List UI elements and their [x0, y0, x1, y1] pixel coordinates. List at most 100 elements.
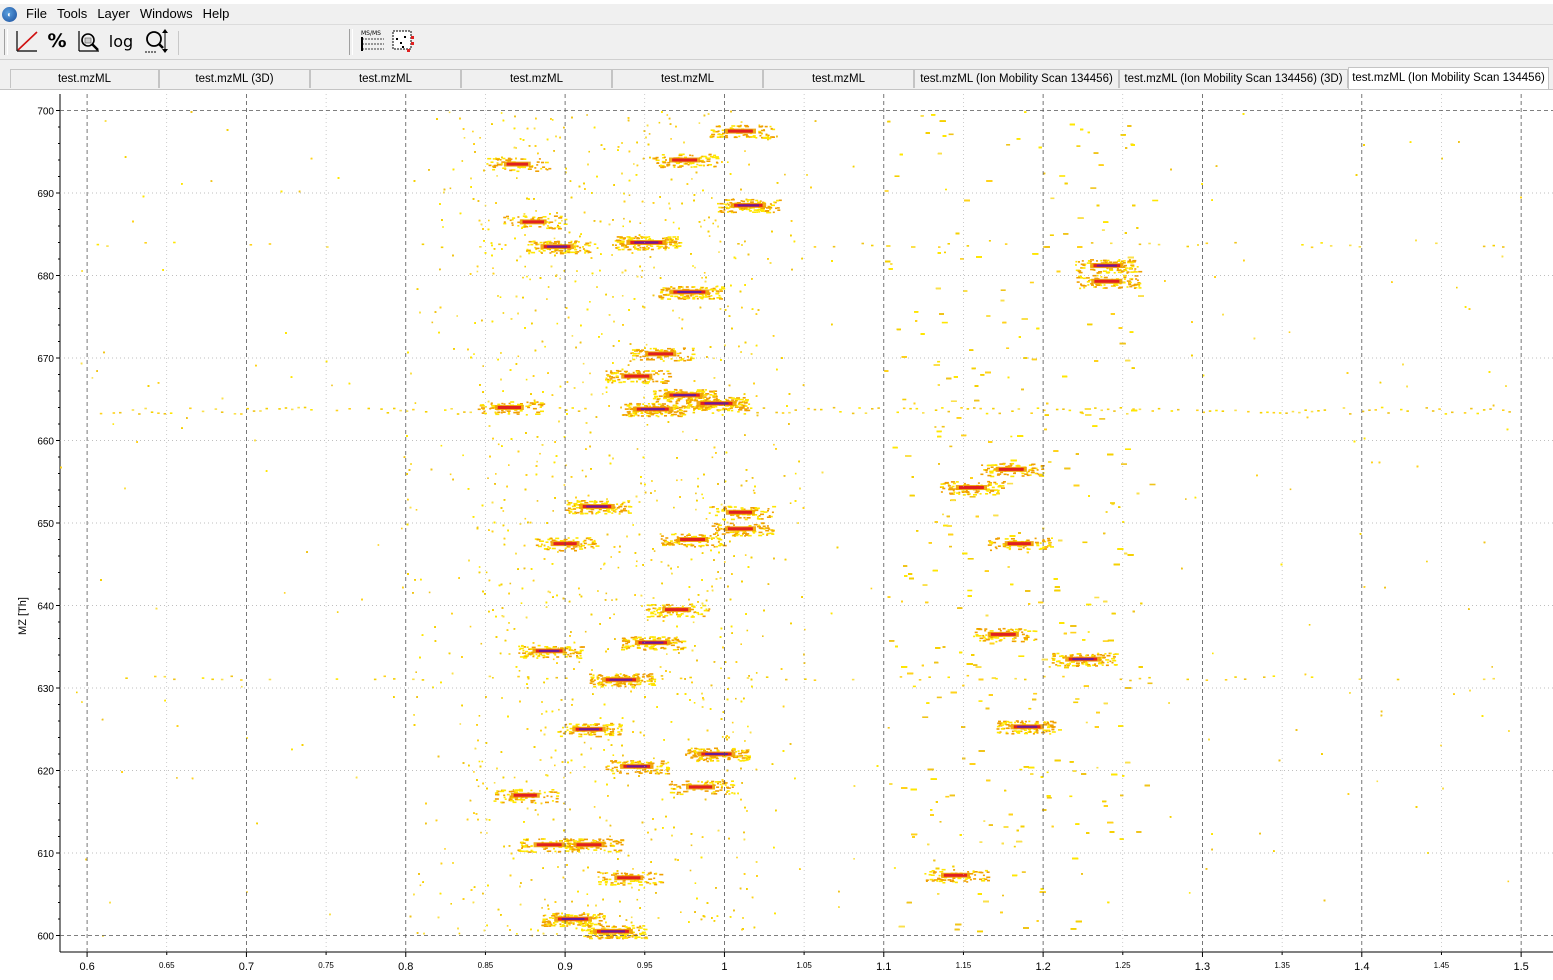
heatmap-dot	[732, 722, 734, 724]
heatmap-dot	[587, 893, 589, 895]
tab-ion-mobility-scan-active[interactable]: test.mzML (Ion Mobility Scan 134456)	[1348, 67, 1549, 89]
heatmap-dot	[695, 493, 697, 495]
heatmap-dot	[450, 474, 452, 476]
tab-test-mzml-3d[interactable]: test.mzML (3D)	[159, 69, 310, 88]
tab-test-mzml-4[interactable]: test.mzML	[612, 69, 763, 88]
heatmap-dot	[572, 335, 574, 337]
heatmap-dot	[1189, 892, 1191, 894]
tab-test-mzml-2[interactable]: test.mzML	[310, 69, 461, 88]
heatmap-dot	[632, 868, 634, 870]
heatmap-dot	[594, 806, 596, 808]
heatmap-dot	[644, 887, 646, 889]
heatmap-dot	[942, 514, 944, 516]
heatmap-dot	[450, 903, 452, 905]
heatmap-dot	[546, 298, 548, 300]
heatmap-dot	[584, 742, 586, 744]
heatmap-dot	[415, 671, 417, 673]
menu-tools[interactable]: Tools	[52, 5, 92, 23]
heatmap-dot	[709, 235, 711, 237]
heatmap-dot	[670, 138, 672, 140]
heatmap-dot	[501, 112, 503, 114]
heatmap-dot	[601, 333, 603, 335]
heatmap-dot	[420, 885, 422, 887]
heatmap-dot	[176, 777, 178, 779]
heatmap-dot	[432, 322, 434, 324]
heatmap-dot	[694, 702, 696, 704]
log-intensity-button[interactable]: log	[106, 28, 136, 54]
heatmap-dot	[631, 917, 633, 919]
heatmap-dot	[945, 796, 949, 798]
heatmap-dot	[747, 726, 749, 728]
heatmap-dot	[1099, 418, 1105, 420]
heatmap-dot	[922, 716, 928, 718]
tab-test-mzml-5[interactable]: test.mzML	[763, 69, 914, 88]
heatmap-dot	[773, 444, 775, 446]
heatmap-dot	[762, 635, 764, 637]
heatmap-dot	[636, 561, 638, 563]
heatmap-dot	[449, 112, 451, 114]
menu-help[interactable]: Help	[198, 5, 235, 23]
linear-intensity-icon[interactable]	[14, 28, 40, 54]
heatmap-dot	[519, 670, 521, 672]
heatmap-dot	[1022, 871, 1026, 873]
menu-file[interactable]: File	[21, 5, 52, 23]
heatmap-dot	[784, 174, 786, 176]
log-label: log	[109, 32, 133, 51]
heatmap-dot	[513, 789, 515, 791]
heatmap-dot	[494, 782, 496, 784]
percentage-intensity-icon[interactable]: %	[44, 28, 70, 54]
heatmap-dot	[444, 848, 446, 850]
heatmap-dot	[450, 188, 452, 190]
tab-test-mzml-1[interactable]: test.mzML	[10, 69, 159, 88]
tab-test-mzml-3[interactable]: test.mzML	[461, 69, 612, 88]
heatmap-dot	[679, 317, 681, 319]
heatmap-dot	[640, 236, 642, 238]
heatmap-dot	[479, 566, 481, 568]
heatmap-dot	[692, 265, 694, 267]
snap-to-max-intensity-icon[interactable]	[76, 28, 102, 54]
heatmap-dot	[536, 461, 538, 463]
toolbar-grip-2[interactable]	[349, 29, 353, 55]
heatmap-dot	[1086, 722, 1088, 724]
heatmap-dot	[557, 323, 559, 325]
heatmap-dot	[1047, 772, 1049, 774]
heatmap-dot	[1110, 502, 1115, 504]
heatmap-dot	[1148, 683, 1153, 685]
msms-icon[interactable]: MS/MS	[360, 28, 386, 54]
heatmap-dot	[637, 899, 639, 901]
heatmap-dot	[472, 131, 474, 133]
heatmap-dot	[690, 870, 692, 872]
heatmap-dot	[673, 507, 675, 509]
heatmap-dot	[526, 276, 528, 278]
axis-zoom-icon[interactable]	[143, 28, 169, 54]
heatmap-dot	[979, 841, 982, 843]
heatmap-dot	[701, 277, 703, 279]
heatmap-dot	[1007, 483, 1013, 485]
heatmap-dot	[284, 592, 286, 594]
tab-ion-mobility-scan[interactable]: test.mzML (Ion Mobility Scan 134456)	[914, 69, 1119, 88]
heatmap-dot	[378, 544, 380, 546]
heatmap-dot	[503, 510, 505, 512]
heatmap-dot	[740, 643, 742, 645]
heatmap-dot	[613, 754, 615, 756]
heatmap-dot	[1082, 542, 1087, 544]
menu-windows[interactable]: Windows	[135, 5, 198, 23]
menu-layer[interactable]: Layer	[92, 5, 135, 23]
heatmap-dot	[676, 480, 678, 482]
heatmap-dot	[659, 122, 661, 124]
heatmap-dot	[561, 220, 563, 222]
heatmap-dot	[1212, 653, 1214, 655]
heatmap-dot	[711, 197, 713, 199]
heatmap-dot	[937, 697, 942, 699]
tab-ion-mobility-scan-3d[interactable]: test.mzML (Ion Mobility Scan 134456) (3D…	[1119, 69, 1348, 88]
heatmap-dot	[524, 266, 526, 268]
projections-icon[interactable]	[390, 28, 416, 54]
toolbar-grip[interactable]	[4, 29, 8, 55]
heatmap-dot	[756, 672, 758, 674]
heatmap-dot	[1069, 796, 1072, 798]
heatmap-dot	[623, 218, 625, 220]
heatmap-dot	[586, 114, 588, 116]
heatmap-dot	[558, 709, 560, 711]
